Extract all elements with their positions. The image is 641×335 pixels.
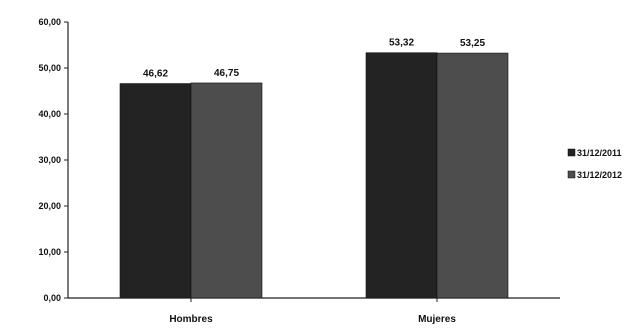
y-tick-label: 40,00 (38, 109, 61, 119)
bar-mujeres-series-1 (365, 52, 438, 299)
data-label: 46,62 (143, 69, 168, 80)
y-tick-label: 10,00 (38, 247, 61, 257)
y-tick-label: 50,00 (38, 63, 61, 73)
legend: 31/12/2011 31/12/2012 (567, 148, 622, 180)
y-tick-label: 60,00 (38, 17, 61, 27)
y-axis: 0,00 10,00 20,00 30,00 40,00 50,00 60,00 (38, 17, 69, 303)
bar-hombres-series-1 (119, 83, 192, 299)
legend-swatch (567, 148, 576, 157)
legend-label: 31/12/2011 (577, 148, 622, 158)
x-axis: Hombres Mujeres (68, 297, 560, 325)
x-tick-label: Mujeres (418, 314, 456, 325)
y-tick-label: 20,00 (38, 201, 61, 211)
data-label: 53,32 (389, 38, 414, 49)
data-label: 46,75 (214, 68, 239, 79)
x-tick-label: Hombres (169, 314, 213, 325)
bar-hombres-series-2 (190, 82, 263, 299)
y-tick-label: 30,00 (38, 155, 61, 165)
y-tick-label: 0,00 (43, 293, 61, 303)
legend-swatch (567, 170, 576, 179)
data-label: 53,25 (460, 38, 485, 49)
bar-mujeres-series-2 (436, 52, 509, 299)
bars: 46,62 46,75 53,32 53,25 (119, 38, 509, 299)
legend-label: 31/12/2012 (577, 170, 622, 180)
